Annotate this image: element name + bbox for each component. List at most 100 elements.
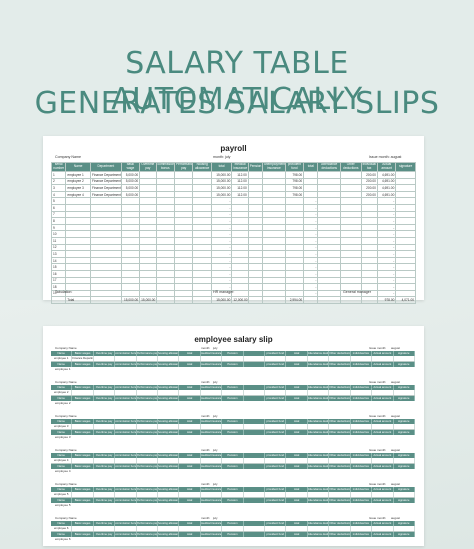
payroll-cell[interactable] — [120, 230, 141, 238]
payroll-cell[interactable] — [231, 203, 249, 212]
payroll-cell[interactable]: 3 — [50, 184, 67, 192]
payroll-cell[interactable] — [89, 236, 122, 245]
payroll-cell[interactable]: - — [376, 197, 397, 205]
slip-value-cell[interactable] — [137, 356, 159, 361]
slip-value-cell[interactable] — [265, 458, 287, 463]
payroll-cell[interactable]: 9 — [50, 223, 67, 232]
payroll-cell[interactable] — [340, 197, 362, 205]
slip-value-cell[interactable] — [94, 390, 116, 395]
payroll-cell[interactable] — [173, 184, 194, 192]
payroll-cell[interactable] — [192, 217, 212, 225]
payroll-cell[interactable] — [89, 243, 122, 252]
payroll-cell[interactable]: - — [303, 263, 319, 271]
payroll-cell[interactable] — [139, 269, 157, 278]
payroll-cell[interactable]: 200.00 — [360, 190, 378, 199]
payroll-cell[interactable]: 798.00 — [284, 184, 305, 192]
payroll-cell[interactable] — [231, 250, 249, 258]
slip-value-cell[interactable] — [201, 356, 223, 361]
payroll-cell[interactable] — [155, 217, 175, 225]
payroll-cell[interactable] — [173, 230, 194, 238]
payroll-cell[interactable] — [395, 250, 416, 258]
payroll-cell[interactable] — [155, 197, 175, 205]
payroll-cell[interactable] — [340, 250, 362, 258]
slip-value-cell[interactable] — [372, 458, 394, 463]
payroll-cell[interactable] — [155, 223, 175, 232]
payroll-cell[interactable] — [284, 276, 305, 285]
payroll-cell[interactable] — [317, 197, 342, 205]
payroll-cell[interactable] — [360, 269, 378, 278]
slip-value-cell[interactable]: employee 6 — [51, 526, 73, 531]
payroll-cell[interactable] — [247, 190, 264, 199]
payroll-cell[interactable] — [247, 230, 264, 238]
slip-value-cell[interactable] — [179, 356, 201, 361]
payroll-cell[interactable] — [192, 276, 212, 285]
slip-value-cell[interactable] — [244, 424, 266, 429]
payroll-cell[interactable] — [303, 190, 319, 199]
slip-value-cell[interactable] — [244, 356, 266, 361]
payroll-cell[interactable]: 1 — [50, 171, 67, 179]
payroll-cell[interactable] — [284, 230, 305, 238]
payroll-cell[interactable] — [284, 236, 305, 245]
slip-value-cell[interactable] — [222, 356, 244, 361]
slip-value-cell[interactable] — [372, 492, 394, 497]
payroll-cell[interactable] — [231, 197, 249, 205]
payroll-cell[interactable]: - — [303, 197, 319, 205]
payroll-cell[interactable]: - — [210, 263, 233, 271]
payroll-cell[interactable]: - — [376, 243, 397, 252]
payroll-cell[interactable] — [360, 230, 378, 238]
slip-value-cell[interactable] — [372, 424, 394, 429]
payroll-cell[interactable] — [262, 243, 286, 252]
payroll-cell[interactable] — [139, 243, 157, 252]
slip-value-cell[interactable] — [308, 526, 330, 531]
payroll-cell[interactable] — [317, 217, 342, 225]
slip-value-cell[interactable] — [244, 492, 266, 497]
slip-value-cell[interactable]: Finance Department — [72, 356, 94, 361]
slip-value-cell[interactable] — [179, 492, 201, 497]
payroll-cell[interactable] — [247, 210, 264, 219]
payroll-cell[interactable]: 798.00 — [284, 190, 305, 199]
payroll-cell[interactable] — [120, 203, 141, 212]
payroll-cell[interactable]: 112.00 — [231, 171, 249, 179]
payroll-cell[interactable]: 17 — [50, 276, 67, 285]
payroll-cell[interactable] — [173, 197, 194, 205]
payroll-cell[interactable] — [317, 263, 342, 271]
slip-value-cell[interactable] — [201, 526, 223, 531]
slip-value-cell[interactable] — [286, 526, 308, 531]
payroll-cell[interactable] — [340, 184, 362, 192]
payroll-cell[interactable] — [65, 256, 91, 265]
payroll-cell[interactable] — [317, 171, 342, 179]
payroll-cell[interactable] — [340, 223, 362, 232]
payroll-cell[interactable]: 5,000.00 — [120, 184, 141, 192]
payroll-cell[interactable] — [284, 289, 305, 298]
slip-value-cell[interactable] — [179, 390, 201, 395]
payroll-cell[interactable] — [89, 210, 122, 219]
payroll-cell[interactable] — [231, 256, 249, 265]
payroll-cell[interactable]: - — [376, 263, 397, 271]
slip-value-cell[interactable] — [244, 526, 266, 531]
payroll-cell[interactable] — [247, 243, 264, 252]
slip-value-cell[interactable] — [244, 458, 266, 463]
payroll-cell[interactable] — [284, 283, 305, 291]
slip-value-cell[interactable] — [72, 390, 94, 395]
payroll-cell[interactable]: - — [210, 276, 233, 285]
payroll-cell[interactable] — [65, 230, 91, 238]
slip-value-cell[interactable] — [158, 458, 180, 463]
payroll-cell[interactable] — [155, 263, 175, 271]
slip-value-cell[interactable]: employee 1 — [51, 356, 73, 361]
payroll-cell[interactable] — [340, 190, 362, 199]
payroll-cell[interactable] — [231, 230, 249, 238]
payroll-cell[interactable] — [155, 243, 175, 252]
slip-value-cell[interactable] — [222, 424, 244, 429]
payroll-cell[interactable] — [262, 197, 286, 205]
payroll-cell[interactable]: - — [210, 210, 233, 219]
slip-value-cell[interactable] — [394, 458, 415, 463]
slip-value-cell[interactable] — [351, 526, 373, 531]
payroll-cell[interactable]: - — [210, 203, 233, 212]
payroll-cell[interactable] — [139, 197, 157, 205]
slip-value-cell[interactable]: employee 4 — [51, 458, 73, 463]
payroll-cell[interactable]: 15,000.00 — [210, 190, 233, 199]
payroll-cell[interactable] — [262, 250, 286, 258]
slip-value-cell[interactable] — [201, 492, 223, 497]
payroll-cell[interactable]: - — [376, 289, 397, 298]
payroll-cell[interactable] — [139, 289, 157, 298]
